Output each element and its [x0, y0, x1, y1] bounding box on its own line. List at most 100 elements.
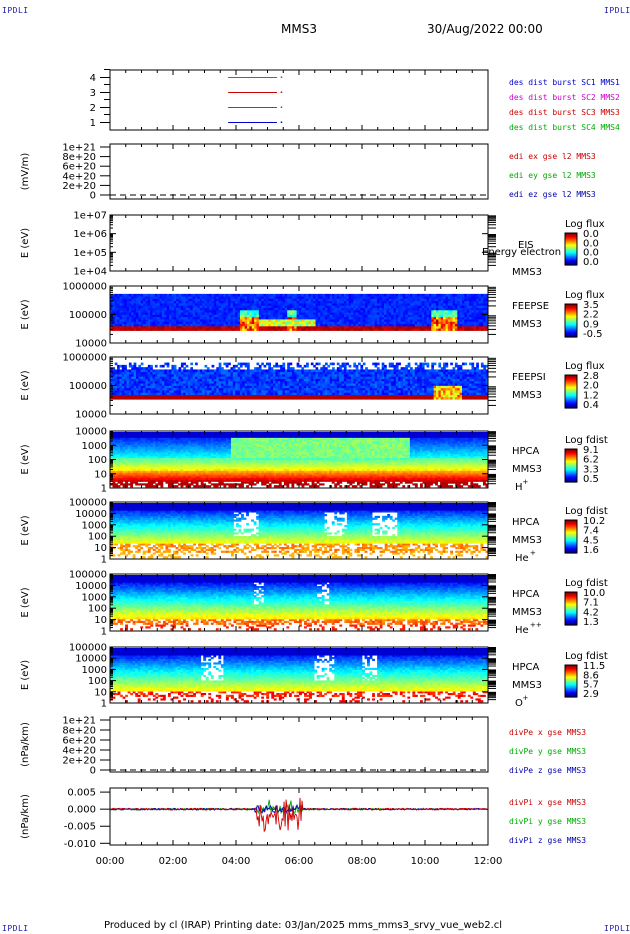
feepsi-panel-cell: [263, 387, 267, 391]
feepsi-panel-cell: [183, 380, 186, 384]
feepse-panel-cell: [436, 316, 439, 320]
feepse-panel-cell: [299, 323, 302, 327]
feepsi-panel-cell: [124, 378, 127, 382]
feepse-panel-cell: [147, 307, 151, 311]
feepsi-panel-cell: [161, 376, 165, 379]
feepse-panel-cell: [254, 307, 257, 311]
feepsi-panel-cell: [421, 380, 425, 384]
feepsi-panel-cell: [273, 378, 276, 382]
feepsi-panel-cell: [303, 396, 307, 400]
feepsi-panel-cell: [362, 371, 366, 375]
feepse-panel-cell: [124, 303, 127, 306]
feepsi-panel-cell: [358, 369, 361, 373]
feepse-panel-cell: [180, 312, 184, 315]
feepse-panel-cell: [365, 305, 368, 308]
feepse-panel-cell: [154, 298, 158, 302]
feepsi-panel-cell: [173, 367, 177, 370]
feepsi-panel-cell: [365, 396, 368, 400]
feepse-panel-cell: [431, 305, 435, 308]
feepse-panel-cell: [398, 293, 401, 297]
feepse-panel-cell: [480, 307, 484, 311]
feepse-panel-cell: [209, 303, 212, 306]
feepse-panel-cell: [117, 305, 120, 308]
feepsi-panel-cell: [310, 378, 314, 382]
feepsi-panel-cell: [138, 374, 142, 377]
feepse-panel-cell: [303, 300, 307, 304]
feepse-panel-cell: [459, 307, 463, 311]
feepsi-panel-cell: [187, 392, 191, 396]
feepse-panel-cell: [388, 321, 392, 325]
feepse-panel-cell: [133, 298, 137, 302]
feepse-panel-cell: [327, 325, 331, 329]
feepse-panel-cell: [476, 300, 479, 304]
feepse-panel-cell: [223, 319, 227, 322]
feepsi-panel-cell: [206, 383, 210, 386]
feepse-panel-cell: [239, 323, 243, 327]
feepse-panel-cell: [114, 307, 118, 311]
feepsi-panel-cell: [270, 394, 274, 398]
feepse-panel-cell: [365, 323, 368, 327]
feepsi-panel-cell: [176, 371, 179, 375]
feepse-panel-cell: [384, 298, 387, 302]
feepse-panel-cell: [114, 293, 118, 297]
feepse-panel-cell: [150, 328, 153, 331]
feepsi-panel-cell: [412, 376, 416, 379]
feepse-panel-colorbar-tick: 3.5: [583, 300, 599, 311]
feepsi-panel-cell: [225, 394, 229, 398]
feepse-panel-cell: [402, 296, 406, 299]
feepse-panel-cell: [268, 293, 271, 297]
feepsi-panel-cell: [367, 376, 371, 379]
feepsi-panel-cell: [282, 380, 286, 384]
feepse-panel-cell: [334, 307, 338, 311]
feepsi-panel-cell: [154, 387, 158, 391]
feepse-panel-cell: [187, 321, 191, 325]
feepse-panel-cell: [161, 323, 165, 327]
feepse-panel-cell: [152, 303, 156, 306]
feepse-panel-cell: [428, 305, 432, 308]
feepse-panel-cell: [157, 305, 160, 308]
feepse-panel-cell: [273, 314, 276, 318]
feepse-panel-cell: [258, 314, 262, 318]
feepse-panel-colorbar-cell: [565, 332, 577, 335]
feepsi-panel-cell: [428, 385, 432, 389]
feepsi-panel-cell: [284, 390, 288, 393]
feepse-panel-cell: [336, 321, 340, 325]
feepsi-panel-cell: [237, 369, 241, 373]
feepsi-panel-cell: [376, 396, 380, 400]
feepsi-panel-cell: [275, 390, 279, 393]
feepse-panel-cell: [324, 296, 328, 299]
feepsi-panel-cell: [438, 385, 442, 389]
feepse-panel-cell: [254, 309, 257, 313]
feepse-panel-cell: [187, 305, 191, 308]
feepse-panel-cell: [195, 328, 198, 331]
feepsi-panel-cell: [154, 396, 158, 400]
feepse-panel-cell: [287, 323, 290, 327]
eis-panel-overlay-label: Energy electron to: [482, 247, 574, 258]
feepsi-panel-cell: [202, 390, 205, 393]
feepsi-panel-cell: [299, 369, 302, 373]
feepse-panel-cell: [466, 305, 470, 308]
feepse-panel-cell: [294, 319, 297, 322]
feepsi-panel-cell: [303, 378, 307, 382]
feepsi-panel-cell: [369, 385, 373, 389]
feepse-panel-cell: [417, 312, 420, 315]
feepse-panel-cell: [199, 314, 203, 318]
feepse-panel-cell: [270, 323, 274, 327]
feepse-panel-cell: [282, 314, 286, 318]
feepse-panel-cell: [263, 305, 267, 308]
feepse-panel-cell: [143, 314, 146, 318]
feepsi-panel-cell: [310, 387, 314, 391]
feepse-panel-cell: [235, 309, 238, 313]
feepse-panel-cell: [261, 319, 264, 322]
feepse-panel-cell: [452, 300, 456, 304]
feepse-panel-cell: [244, 296, 248, 299]
feepse-panel-cell: [289, 300, 293, 304]
feepse-panel-cell: [343, 300, 347, 304]
feepsi-panel-cell: [436, 385, 439, 389]
feepse-panel-cell: [256, 323, 260, 327]
feepsi-panel-cell: [355, 374, 359, 377]
feepsi-panel-cell: [360, 378, 364, 382]
feepsi-panel-cell: [192, 376, 196, 379]
feepsi-panel-cell: [291, 367, 295, 370]
